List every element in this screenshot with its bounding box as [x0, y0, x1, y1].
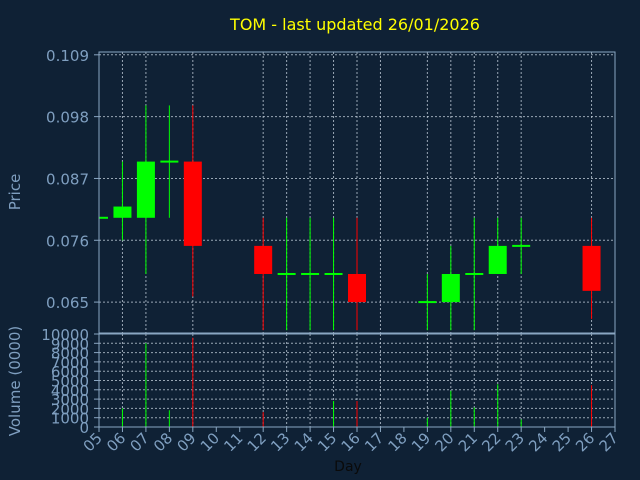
candle-body [488, 245, 507, 274]
candle-body [254, 245, 273, 274]
price-tick-label: 0.087 [46, 170, 89, 188]
day-axis-ticks: 0506070809101112131415161718192021222324… [80, 427, 622, 455]
candle-body [301, 272, 320, 275]
candle-body [324, 272, 343, 275]
candles [99, 105, 601, 331]
day-axis-label: Day [334, 459, 362, 475]
price-axis-ticks: 0.065 0.076 0.087 0.098 0.109 [46, 47, 99, 312]
volume-tick-label: 2000 [51, 400, 89, 418]
volume-tick-label: 10000 [41, 326, 89, 344]
candle-body [160, 160, 179, 163]
price-tick-label: 0.065 [46, 294, 89, 312]
candle-body [441, 273, 460, 303]
chart-title: TOM - last updated 26/01/2026 [229, 15, 480, 34]
volume-bars [121, 337, 593, 427]
candle-body [582, 245, 601, 291]
volume-tick-label: 5000 [51, 373, 89, 391]
volume-tick-label: 3000 [51, 391, 89, 409]
price-tick-label: 0.098 [46, 109, 89, 127]
volume-tick-label: 7000 [51, 354, 89, 372]
volume-tick-label: 1000 [51, 410, 89, 428]
candle-body [465, 272, 484, 275]
candle-body [348, 273, 366, 303]
price-tick-label: 0.109 [46, 47, 89, 65]
candle-body [277, 272, 296, 275]
candle-body [113, 206, 132, 218]
volume-axis-ticks: 0100020003000400050006000700080009000100… [41, 326, 99, 437]
volume-tick-label: 0 [79, 419, 89, 437]
price-axis-label: Price [6, 174, 24, 211]
candle-body [512, 244, 531, 247]
candle-body [136, 161, 155, 218]
volume-tick-label: 4000 [51, 382, 89, 400]
price-tick-label: 0.076 [46, 232, 89, 250]
price-panel-frame [98, 51, 616, 334]
candle-body [99, 216, 108, 219]
volume-tick-label: 9000 [51, 335, 89, 353]
candle-body [418, 301, 437, 304]
candle-body [183, 161, 202, 246]
volume-axis-label: Volume (0000) [6, 326, 24, 436]
volume-tick-label: 6000 [51, 363, 89, 381]
volume-tick-label: 8000 [51, 345, 89, 363]
